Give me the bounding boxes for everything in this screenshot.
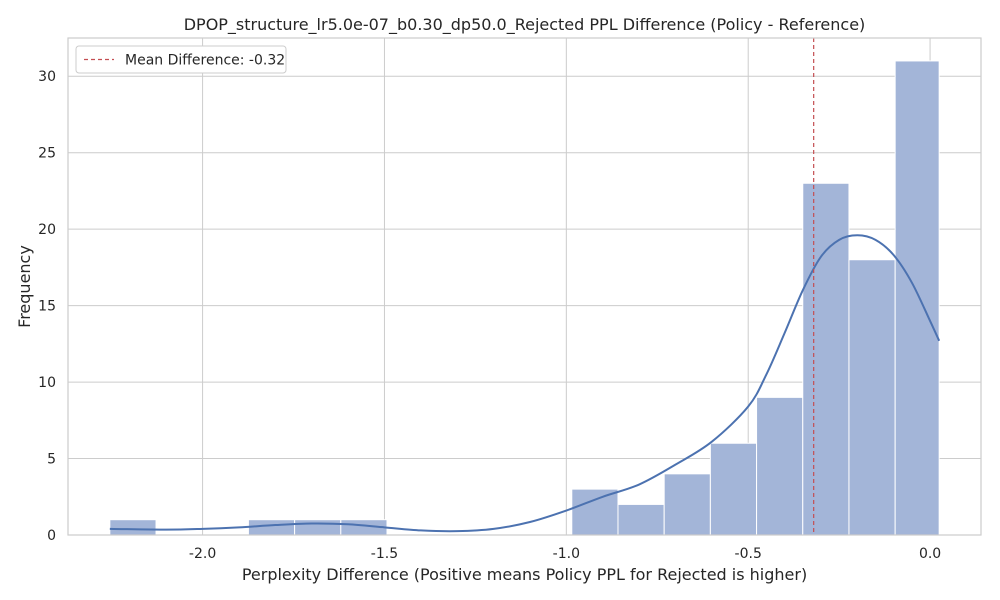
histogram-bar (109, 519, 157, 536)
histogram-bar (756, 396, 804, 536)
y-tick-label: 10 (38, 375, 56, 391)
histogram-bar (894, 60, 940, 536)
histogram-bar (663, 473, 711, 536)
kde-curve (109, 234, 941, 533)
axes-frame (67, 37, 982, 536)
histogram-bar (571, 488, 619, 536)
x-axis-label: Perplexity Difference (Positive means Po… (242, 565, 807, 584)
histogram-bars (109, 60, 940, 536)
y-tick-label: 0 (47, 528, 56, 544)
x-tick-label: -1.0 (553, 546, 580, 562)
y-tick-label: 15 (38, 299, 56, 315)
y-axis-label: Frequency (15, 245, 34, 328)
histogram-bar (247, 519, 296, 536)
y-tick-label: 20 (38, 222, 56, 238)
y-tick-label: 30 (38, 69, 56, 85)
legend-box (75, 45, 287, 74)
legend: Mean Difference: -0.32 (75, 45, 287, 74)
histogram-bar (294, 519, 342, 536)
chart-title: DPOP_structure_lr5.0e-07_b0.30_dp50.0_Re… (184, 15, 866, 35)
x-tick-label: -0.5 (735, 546, 762, 562)
kde-layer (109, 234, 941, 533)
y-tick-label: 5 (47, 452, 56, 468)
x-tick-label: -1.5 (371, 546, 398, 562)
histogram-bar (802, 182, 850, 536)
x-tick-label: -2.0 (189, 546, 216, 562)
histogram-bar (848, 259, 896, 536)
histogram-bar (617, 503, 665, 536)
histogram-bar (709, 442, 758, 536)
y-tick-label: 25 (38, 146, 56, 162)
y-tick-labels: 0 5 10 15 20 25 30 (38, 69, 56, 544)
x-tick-label: 0.0 (919, 546, 941, 562)
legend-mean-label: Mean Difference: -0.32 (125, 53, 285, 69)
x-tick-labels: -2.0 -1.5 -1.0 -0.5 0.0 (189, 546, 941, 562)
